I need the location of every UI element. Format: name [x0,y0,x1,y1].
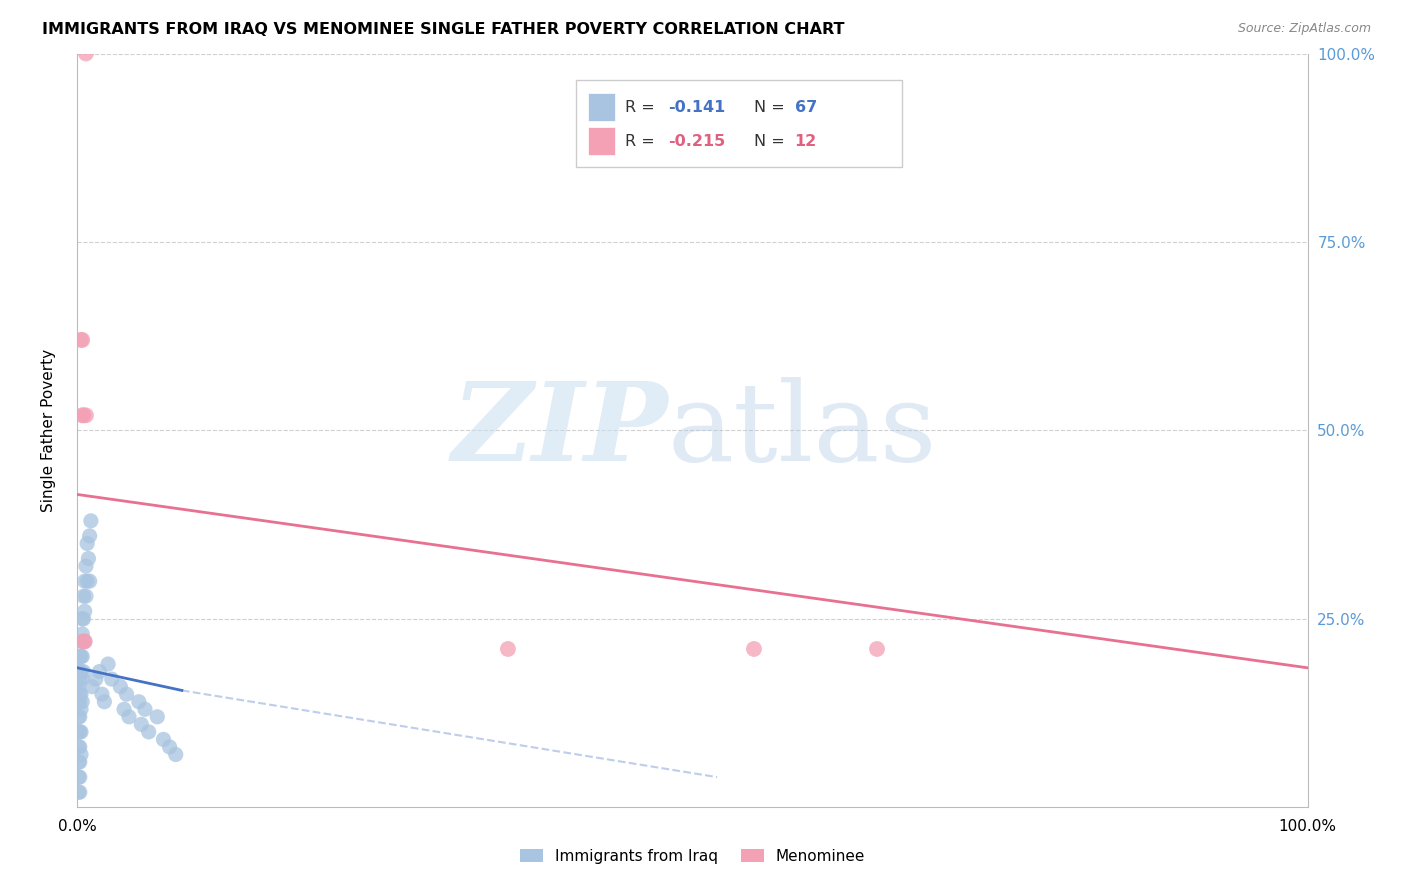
Point [159,739,181,754]
Point [118,710,141,724]
Point [67,770,90,784]
Point [69,649,91,664]
Point [146,710,169,724]
Point [80,514,103,528]
Point [72,634,94,648]
Point [70,612,93,626]
Y-axis label: Single Father Poverty: Single Father Poverty [42,349,56,512]
Point [75,559,97,574]
Point [866,642,889,657]
Point [69,739,91,754]
Text: -0.215: -0.215 [668,134,725,149]
Point [67,695,90,709]
Point [69,755,91,769]
Point [79,529,101,543]
Text: atlas: atlas [668,377,938,483]
Legend: Immigrants from Iraq, Menominee: Immigrants from Iraq, Menominee [520,848,865,863]
Text: R =: R = [624,134,659,149]
Point [70,702,93,716]
Point [76,536,98,550]
Point [101,672,124,686]
Point [152,732,174,747]
Point [69,665,91,679]
Point [67,710,90,724]
Point [742,642,765,657]
Text: 12: 12 [794,134,817,149]
Text: N =: N = [754,134,790,149]
Point [73,634,96,648]
Point [72,409,94,423]
Point [67,755,90,769]
Point [69,672,91,686]
Point [73,604,96,618]
Point [69,724,91,739]
Point [89,665,111,679]
Point [112,702,135,716]
Point [70,695,93,709]
Point [67,739,90,754]
Point [128,695,150,709]
Bar [588,127,614,155]
Point [73,574,96,589]
Point [110,680,132,694]
Point [70,627,93,641]
Point [70,747,93,762]
FancyBboxPatch shape [575,80,901,167]
Point [77,551,100,566]
Point [67,680,90,694]
Text: IMMIGRANTS FROM IRAQ VS MENOMINEE SINGLE FATHER POVERTY CORRELATION CHART: IMMIGRANTS FROM IRAQ VS MENOMINEE SINGLE… [42,22,845,37]
Point [70,409,93,423]
Point [72,589,94,603]
Point [72,665,94,679]
Point [70,634,93,648]
Point [70,672,93,686]
Point [70,333,93,347]
Point [67,785,90,799]
Point [73,634,96,648]
Point [79,574,101,589]
Text: ZIP: ZIP [451,376,668,484]
Point [82,680,104,694]
Point [69,770,91,784]
Point [72,634,94,648]
Point [70,665,93,679]
Point [84,672,107,686]
Text: N =: N = [754,100,790,114]
Text: -0.141: -0.141 [668,100,725,114]
Point [75,409,97,423]
Point [67,665,90,679]
Text: 67: 67 [794,100,817,114]
Point [70,649,93,664]
Point [69,695,91,709]
Text: R =: R = [624,100,659,114]
Point [115,687,138,701]
Point [75,589,97,603]
Text: Source: ZipAtlas.com: Source: ZipAtlas.com [1237,22,1371,36]
Point [69,785,91,799]
Point [70,333,93,347]
Point [69,710,91,724]
Point [138,724,160,739]
Point [72,612,94,626]
Point [70,687,93,701]
Point [131,717,153,731]
Point [90,687,114,701]
Point [165,747,187,762]
Point [496,642,519,657]
Point [97,657,120,671]
Bar [588,93,614,121]
Point [93,695,115,709]
Point [69,687,91,701]
Point [75,46,97,61]
Point [134,702,156,716]
Point [67,724,90,739]
Point [76,574,98,589]
Point [70,649,93,664]
Point [70,724,93,739]
